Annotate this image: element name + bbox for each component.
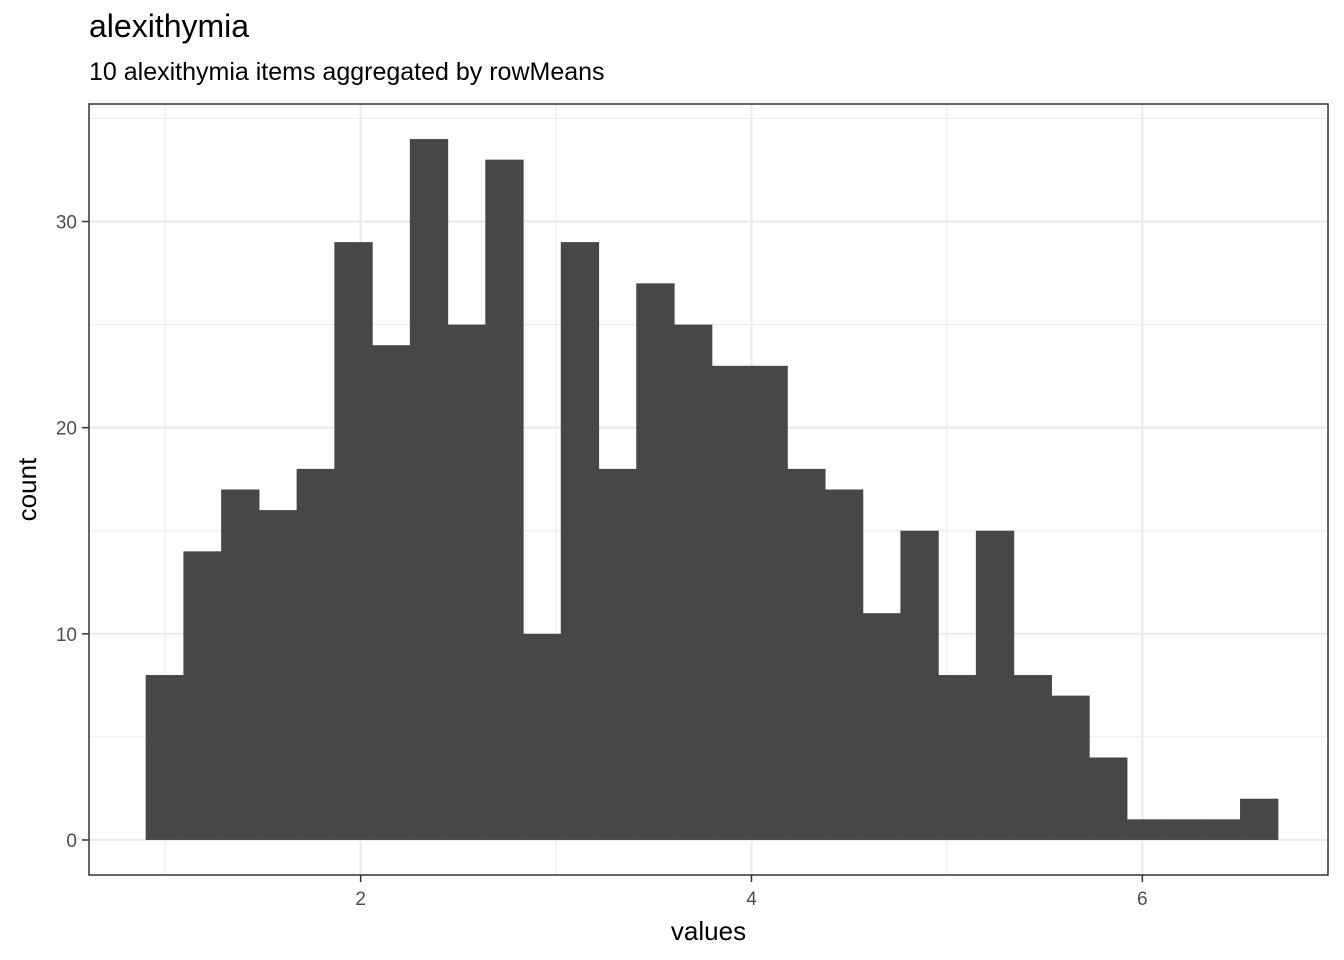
y-axis-title: count xyxy=(12,457,42,521)
histogram-bar xyxy=(485,159,524,840)
histogram-bar xyxy=(862,613,902,840)
y-tick-label: 30 xyxy=(56,213,77,234)
histogram-bar xyxy=(447,324,486,840)
histogram-bar xyxy=(1202,819,1241,840)
chart-subtitle: 10 alexithymia items aggregated by rowMe… xyxy=(89,58,605,86)
histogram-bar xyxy=(1240,798,1279,840)
histogram-bar xyxy=(221,489,260,840)
x-axis-title: values xyxy=(671,916,746,946)
histogram-bar xyxy=(1126,819,1166,840)
panel-border xyxy=(88,103,1329,876)
x-axis-tick-labels: 2 4 6 xyxy=(355,889,1147,910)
histogram-bar xyxy=(938,675,977,840)
histogram-bar xyxy=(296,468,335,840)
histogram-bar xyxy=(258,510,298,840)
histogram-bar xyxy=(523,633,562,840)
y-axis-tick-labels: 0 10 20 30 xyxy=(56,213,77,852)
histogram-bar xyxy=(1051,695,1090,840)
chart-title: alexithymia xyxy=(89,8,250,44)
axis-ticks xyxy=(82,220,1144,882)
histogram-bar xyxy=(824,489,864,840)
y-tick-label: 20 xyxy=(56,419,77,440)
histogram-bar xyxy=(636,283,675,840)
histogram-bar xyxy=(409,139,449,840)
y-tick-label: 0 xyxy=(66,831,77,852)
histogram-bar xyxy=(711,365,751,840)
x-tick-label: 2 xyxy=(355,889,366,910)
histogram-bar xyxy=(787,468,826,840)
histogram-bar xyxy=(1089,757,1128,840)
histogram-bar xyxy=(749,365,788,840)
histogram-bar xyxy=(598,468,637,840)
x-tick-label: 6 xyxy=(1137,889,1148,910)
x-tick-label: 4 xyxy=(746,889,757,910)
histogram-bar xyxy=(372,345,411,840)
histogram-bar xyxy=(560,242,600,840)
histogram-bar xyxy=(900,530,939,840)
histogram-bar xyxy=(1013,675,1052,840)
histogram-bar xyxy=(975,530,1015,840)
histogram-bar xyxy=(334,242,373,840)
histogram-bar xyxy=(1164,819,1203,840)
histogram-bar xyxy=(145,675,185,840)
histogram-bar xyxy=(673,324,713,840)
y-tick-label: 10 xyxy=(56,625,77,646)
histogram-bar xyxy=(183,551,222,840)
histogram-bars xyxy=(145,139,1279,840)
